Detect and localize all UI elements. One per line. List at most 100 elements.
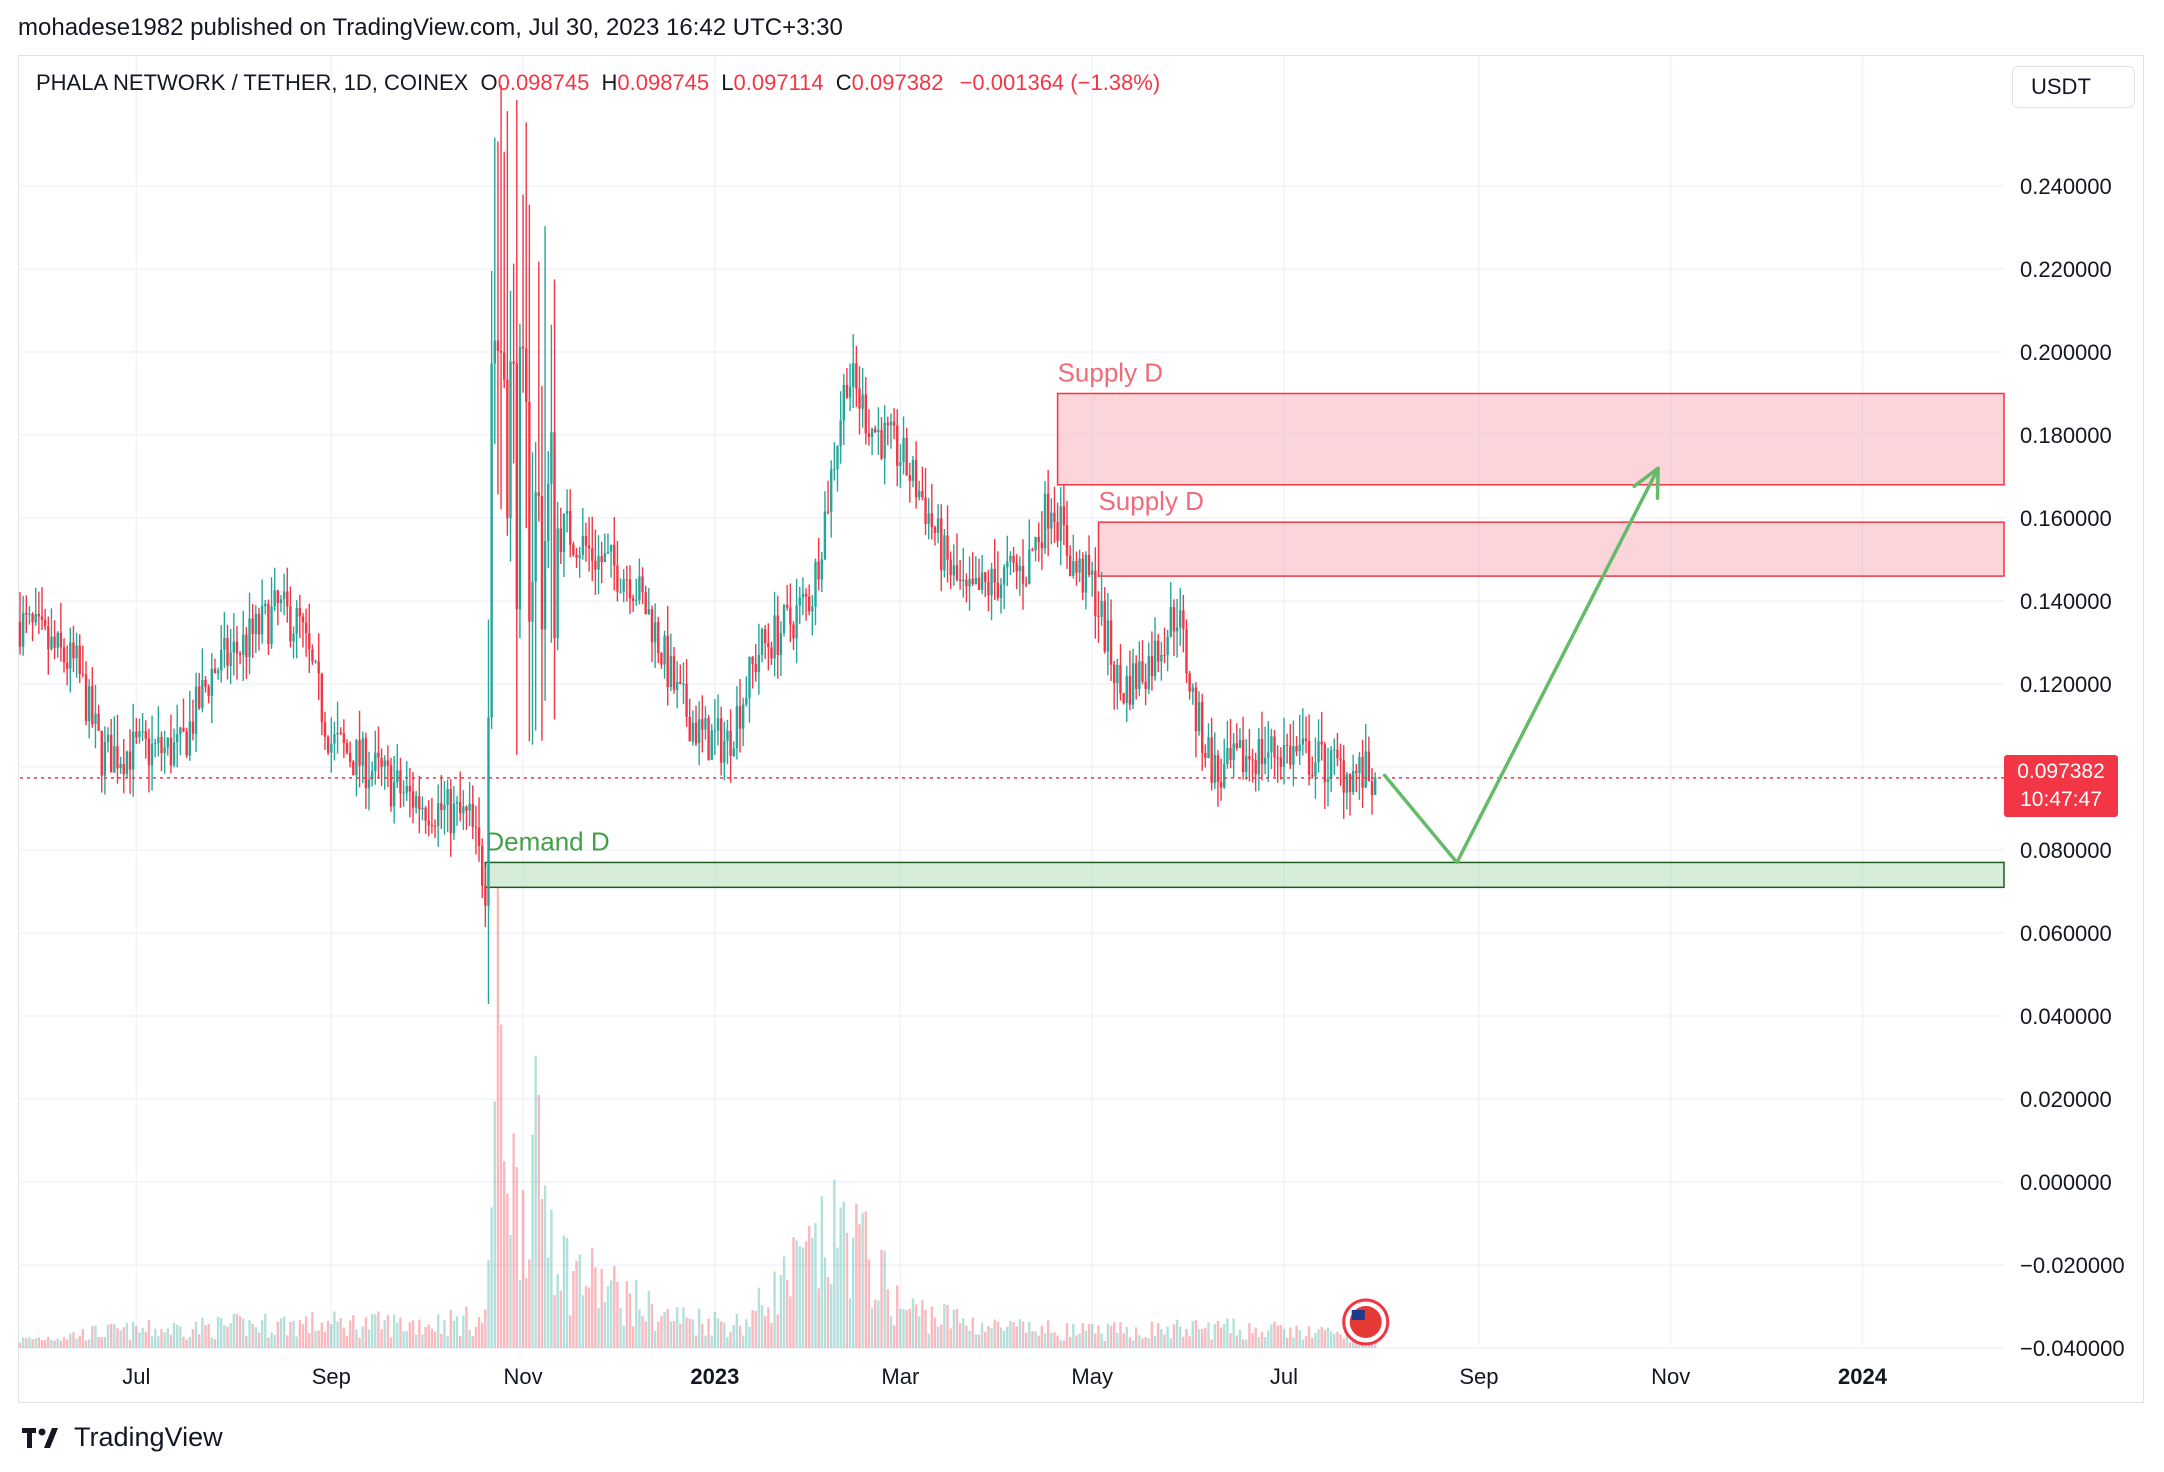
currency-button[interactable]: USDT xyxy=(2012,66,2135,108)
volume-bar xyxy=(855,1203,858,1348)
volume-bar xyxy=(345,1335,349,1348)
volume-bar xyxy=(1314,1332,1317,1348)
candle-body xyxy=(836,446,839,470)
volume-bar xyxy=(896,1285,899,1348)
candle-body xyxy=(760,629,764,655)
candle-body xyxy=(807,596,811,612)
volume-bar xyxy=(864,1211,867,1348)
volume-bar xyxy=(543,1185,547,1348)
volume-bar xyxy=(905,1310,908,1348)
candle-body xyxy=(1301,738,1305,745)
candle-body xyxy=(477,827,481,847)
candle-body xyxy=(377,752,380,758)
candle-body xyxy=(424,807,427,821)
candle-body xyxy=(1298,744,1301,752)
volume-bar xyxy=(811,1237,814,1348)
volume-bar xyxy=(1160,1328,1163,1348)
volume-bar xyxy=(980,1322,984,1348)
volume-bar xyxy=(716,1318,720,1348)
volume-bar xyxy=(666,1309,669,1348)
candle-body xyxy=(1090,570,1094,575)
candle-body xyxy=(484,885,487,906)
volume-bar xyxy=(135,1326,138,1348)
volume-bar xyxy=(1081,1323,1084,1348)
candle-body xyxy=(238,653,242,655)
candle-body xyxy=(1197,702,1201,732)
close-value: 0.097382 xyxy=(851,70,944,95)
volume-bar xyxy=(572,1270,575,1348)
candle-body xyxy=(364,738,368,789)
volume-bar xyxy=(767,1307,770,1348)
candle-body xyxy=(842,384,845,421)
volume-bar xyxy=(18,1342,22,1348)
volume-bar xyxy=(471,1335,474,1348)
volume-bar xyxy=(581,1295,585,1348)
y-axis-tick-label: 0.180000 xyxy=(2020,423,2112,448)
volume-bar xyxy=(1134,1327,1138,1348)
candle-body xyxy=(1175,627,1179,632)
volume-bar xyxy=(1166,1326,1169,1348)
candle-body xyxy=(867,433,871,437)
candle-body xyxy=(968,578,971,587)
candle-body xyxy=(1282,744,1286,767)
candle-body xyxy=(78,645,81,674)
volume-bar xyxy=(971,1317,974,1348)
y-axis-tick-label: 0.240000 xyxy=(2020,174,2112,199)
candle-body xyxy=(531,581,534,622)
volume-bar xyxy=(509,1235,512,1348)
supply-zone-label: Supply D xyxy=(1098,486,1204,516)
x-axis-tick-label: Jul xyxy=(122,1364,150,1389)
symbol-title[interactable]: PHALA NETWORK / TETHER, 1D, COINEX xyxy=(36,70,469,95)
candle-body xyxy=(166,737,169,748)
volume-bar xyxy=(226,1326,229,1348)
candle-body xyxy=(1226,748,1229,765)
volume-bar xyxy=(1329,1331,1333,1348)
volume-bar xyxy=(487,1260,490,1348)
candle-body xyxy=(955,565,959,580)
candle-body xyxy=(430,825,434,827)
volume-bar xyxy=(21,1337,25,1348)
candle-body xyxy=(314,661,317,663)
candle-body xyxy=(402,792,405,794)
candle-body xyxy=(1157,640,1160,662)
volume-bar xyxy=(185,1339,188,1348)
volume-bar xyxy=(839,1207,842,1348)
volume-bar xyxy=(1084,1330,1088,1348)
candle-body xyxy=(443,804,446,811)
candle-body xyxy=(28,613,31,615)
volume-bar xyxy=(443,1320,446,1348)
candle-body xyxy=(1257,739,1261,775)
candle-body xyxy=(852,363,855,387)
volume-bar xyxy=(949,1328,952,1348)
volume-bar xyxy=(150,1336,154,1348)
open-value: 0.098745 xyxy=(497,70,590,95)
candle-body xyxy=(229,652,232,666)
candle-body xyxy=(823,511,827,560)
candle-body xyxy=(160,736,163,754)
volume-bar xyxy=(635,1279,638,1348)
candle-body xyxy=(242,634,245,655)
candle-body xyxy=(543,540,547,630)
candle-body xyxy=(1009,555,1012,562)
volume-bar xyxy=(254,1327,258,1348)
volume-bar xyxy=(56,1338,59,1348)
candle-body xyxy=(119,763,122,769)
volume-bar xyxy=(785,1280,789,1348)
candle-body xyxy=(1317,741,1320,763)
volume-bar xyxy=(1226,1318,1229,1348)
candle-body xyxy=(1087,555,1091,575)
candle-body xyxy=(845,384,849,398)
volume-bar xyxy=(392,1314,396,1348)
volume-bar xyxy=(977,1334,981,1348)
open-label: O xyxy=(480,70,498,95)
volume-bar xyxy=(169,1334,173,1348)
candle-body xyxy=(311,649,314,662)
candle-body xyxy=(710,730,713,760)
candle-body xyxy=(37,613,41,617)
tradingview-brand[interactable]: TradingView xyxy=(22,1422,223,1453)
candle-body xyxy=(1355,770,1358,773)
candle-body xyxy=(613,544,616,566)
candle-body xyxy=(392,782,396,807)
volume-bar xyxy=(512,1133,515,1348)
